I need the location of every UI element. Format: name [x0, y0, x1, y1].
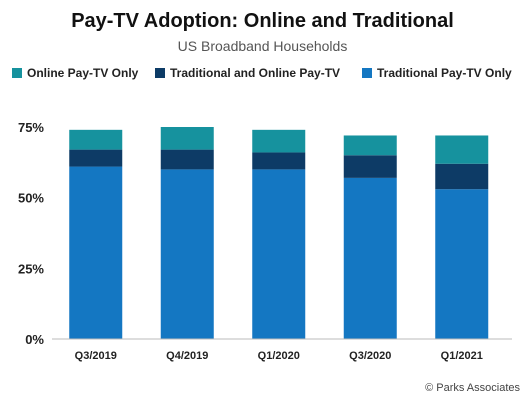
source-note: © Parks Associates: [425, 382, 520, 394]
x-tick-label: Q4/2019: [166, 350, 208, 362]
bar-online-pay-tv-only-q3-2020: [343, 135, 397, 156]
bar-traditional-and-online-pay-tv-q1-2021: [435, 163, 489, 190]
legend-swatch-traditional-and-online-pay-tv: [155, 68, 165, 78]
y-tick-label: 75%: [18, 120, 44, 135]
y-tick-label: 0%: [25, 332, 44, 347]
chart-subtitle: US Broadband Households: [178, 38, 348, 54]
x-tick-label: Q1/2021: [441, 350, 483, 362]
y-tick-label: 25%: [18, 261, 44, 276]
x-tick-label: Q3/2020: [349, 350, 391, 362]
bar-traditional-and-online-pay-tv-q4-2019: [160, 149, 214, 170]
bar-traditional-and-online-pay-tv-q3-2019: [69, 149, 123, 167]
y-tick-label: 50%: [18, 191, 44, 206]
bar-online-pay-tv-only-q3-2019: [69, 129, 123, 150]
bar-traditional-and-online-pay-tv-q1-2020: [252, 152, 306, 170]
chart-title: Pay-TV Adoption: Online and Traditional: [71, 10, 454, 32]
bar-traditional-pay-tv-only-q3-2020: [343, 177, 397, 339]
legend: Online Pay-TV Only Traditional and Online…: [12, 66, 512, 80]
bar-traditional-pay-tv-only-q1-2020: [252, 169, 306, 339]
bar-online-pay-tv-only-q1-2021: [435, 135, 489, 164]
legend-swatch-online-pay-tv-only: [12, 68, 22, 78]
bar-traditional-and-online-pay-tv-q3-2020: [343, 155, 397, 178]
bar-online-pay-tv-only-q4-2019: [160, 127, 214, 150]
legend-label-online-pay-tv-only: Online Pay-TV Only: [27, 66, 139, 80]
bar-traditional-pay-tv-only-q1-2021: [435, 189, 489, 339]
bars: [69, 127, 489, 339]
bar-traditional-pay-tv-only-q3-2019: [69, 166, 123, 339]
y-axis: 0% 25% 50% 75%: [18, 120, 44, 347]
legend-swatch-traditional-pay-tv-only: [362, 68, 372, 78]
x-axis: Q3/2019 Q4/2019 Q1/2020 Q3/2020 Q1/2021: [75, 350, 483, 362]
bar-traditional-pay-tv-only-q4-2019: [160, 169, 214, 339]
legend-label-traditional-pay-tv-only: Traditional Pay-TV Only: [377, 66, 512, 80]
legend-label-traditional-and-online-pay-tv: Traditional and Online Pay-TV: [170, 66, 340, 80]
bar-online-pay-tv-only-q1-2020: [252, 129, 306, 153]
x-tick-label: Q1/2020: [258, 350, 300, 362]
x-tick-label: Q3/2019: [75, 350, 117, 362]
